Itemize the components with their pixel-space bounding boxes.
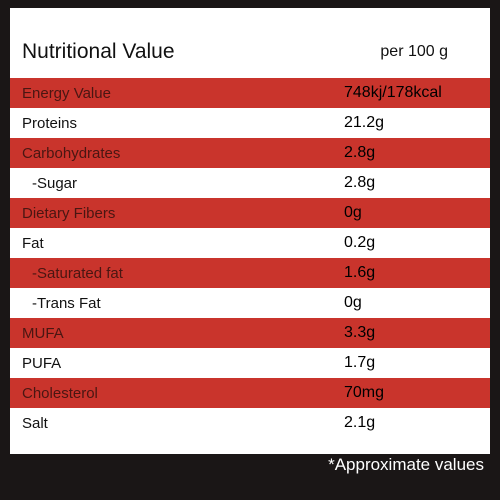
nutrient-value: 0g — [344, 294, 362, 311]
nutrient-value: 748kj/178kcal — [344, 84, 442, 101]
nutrient-label: Proteins — [22, 115, 78, 132]
nutrient-value: 2.8g — [344, 144, 376, 161]
nutrient-value: 21.2g — [344, 114, 385, 131]
unit: per 100 g — [380, 43, 448, 60]
title: Nutritional Value — [22, 40, 175, 63]
nutrient-label: Fat — [22, 235, 44, 252]
header: Nutritional Value per 100 g — [10, 8, 490, 78]
nutrient-value: 1.6g — [344, 264, 376, 281]
nutrient-value: 3.3g — [344, 324, 376, 341]
nutrient-value: 0.2g — [344, 234, 376, 251]
footnote: *Approximate values — [328, 455, 484, 474]
table-row: Energy Value 748kj/178kcal — [10, 78, 490, 108]
nutrient-label: Salt — [22, 415, 48, 432]
table-row: Carbohydrates 2.8g — [10, 138, 490, 168]
table-row: MUFA 3.3g — [10, 318, 490, 348]
nutrient-value: 2.8g — [344, 174, 376, 191]
table-row: Fat 0.2g — [10, 228, 490, 258]
table: Energy Value 748kj/178kcal Proteins 21.2g Ca… — [10, 78, 490, 438]
table-row: -Trans Fat 0g — [10, 288, 490, 318]
table-row: Dietary Fibers 0g — [10, 198, 490, 228]
table-row: Cholesterol 70mg — [10, 378, 490, 408]
table-row: -Saturated fat 1.6g — [10, 258, 490, 288]
table-row: -Sugar 2.8g — [10, 168, 490, 198]
nutrition-panel: Nutritional Value per 100 g Energy Value… — [10, 8, 490, 454]
table-row: PUFA 1.7g — [10, 348, 490, 378]
nutrient-label: PUFA — [22, 355, 62, 372]
nutrient-label: Energy Value — [22, 85, 111, 102]
nutrient-label: MUFA — [22, 325, 64, 342]
nutrient-value: 1.7g — [344, 354, 376, 371]
table-row: Proteins 21.2g — [10, 108, 490, 138]
nutrient-value: 2.1g — [344, 414, 376, 431]
nutrient-value: 70mg — [344, 384, 385, 401]
nutrient-value: 0g — [344, 204, 362, 221]
nutrient-label: Carbohydrates — [22, 145, 121, 162]
nutrient-label: -Saturated fat — [32, 265, 123, 282]
nutrient-label: -Trans Fat — [32, 295, 101, 312]
table-row: Salt 2.1g — [10, 408, 490, 438]
nutrient-label: -Sugar — [32, 175, 78, 192]
nutrient-label: Dietary Fibers — [22, 205, 116, 222]
nutrient-label: Cholesterol — [22, 385, 98, 402]
